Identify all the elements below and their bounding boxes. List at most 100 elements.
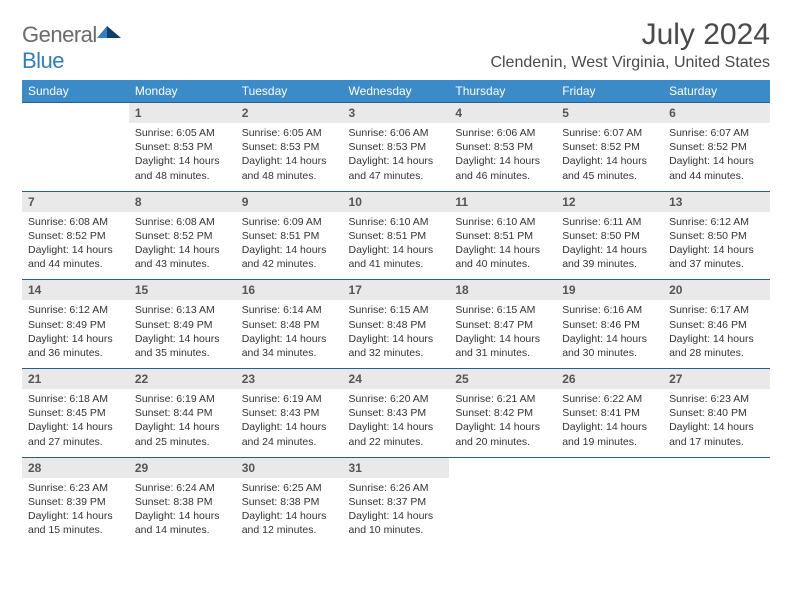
daylight-text: Daylight: 14 hours and 12 minutes.: [242, 509, 337, 537]
daylight-text: Daylight: 14 hours and 35 minutes.: [135, 332, 230, 360]
sunset-text: Sunset: 8:51 PM: [349, 229, 444, 243]
sunset-text: Sunset: 8:50 PM: [562, 229, 657, 243]
daynum-row: 78910111213: [22, 191, 770, 212]
day-number-cell: [22, 103, 129, 124]
sunrise-text: Sunrise: 6:17 AM: [669, 303, 764, 317]
day-data-cell: Sunrise: 6:12 AMSunset: 8:49 PMDaylight:…: [22, 300, 129, 368]
daylight-text: Daylight: 14 hours and 34 minutes.: [242, 332, 337, 360]
day-number-cell: 9: [236, 191, 343, 212]
sunset-text: Sunset: 8:52 PM: [562, 140, 657, 154]
sunset-text: Sunset: 8:41 PM: [562, 406, 657, 420]
daylight-text: Daylight: 14 hours and 44 minutes.: [28, 243, 123, 271]
day-number-cell: 28: [22, 457, 129, 478]
sunrise-text: Sunrise: 6:13 AM: [135, 303, 230, 317]
daylight-text: Daylight: 14 hours and 20 minutes.: [455, 420, 550, 448]
daylight-text: Daylight: 14 hours and 40 minutes.: [455, 243, 550, 271]
day-number-cell: [556, 457, 663, 478]
day-data-cell: Sunrise: 6:05 AMSunset: 8:53 PMDaylight:…: [236, 123, 343, 191]
day-data-cell: Sunrise: 6:07 AMSunset: 8:52 PMDaylight:…: [663, 123, 770, 191]
sunset-text: Sunset: 8:45 PM: [28, 406, 123, 420]
day-data-cell: Sunrise: 6:10 AMSunset: 8:51 PMDaylight:…: [343, 212, 450, 280]
sunrise-text: Sunrise: 6:12 AM: [669, 215, 764, 229]
sunset-text: Sunset: 8:43 PM: [349, 406, 444, 420]
daylight-text: Daylight: 14 hours and 45 minutes.: [562, 154, 657, 182]
sunset-text: Sunset: 8:37 PM: [349, 495, 444, 509]
day-data-cell: [22, 123, 129, 191]
day-data-cell: Sunrise: 6:20 AMSunset: 8:43 PMDaylight:…: [343, 389, 450, 457]
day-data-cell: Sunrise: 6:18 AMSunset: 8:45 PMDaylight:…: [22, 389, 129, 457]
day-data-cell: Sunrise: 6:17 AMSunset: 8:46 PMDaylight:…: [663, 300, 770, 368]
sunrise-text: Sunrise: 6:26 AM: [349, 481, 444, 495]
daynum-row: 21222324252627: [22, 369, 770, 390]
day-data-cell: Sunrise: 6:21 AMSunset: 8:42 PMDaylight:…: [449, 389, 556, 457]
day-data-cell: Sunrise: 6:16 AMSunset: 8:46 PMDaylight:…: [556, 300, 663, 368]
day-data-cell: Sunrise: 6:26 AMSunset: 8:37 PMDaylight:…: [343, 478, 450, 546]
sunset-text: Sunset: 8:39 PM: [28, 495, 123, 509]
day-data-cell: Sunrise: 6:08 AMSunset: 8:52 PMDaylight:…: [129, 212, 236, 280]
day-number-cell: 30: [236, 457, 343, 478]
daylight-text: Daylight: 14 hours and 48 minutes.: [242, 154, 337, 182]
sunset-text: Sunset: 8:47 PM: [455, 318, 550, 332]
title-block: July 2024 Clendenin, West Virginia, Unit…: [490, 18, 770, 72]
day-data-cell: [663, 478, 770, 546]
sunset-text: Sunset: 8:42 PM: [455, 406, 550, 420]
day-header: Wednesday: [343, 80, 450, 103]
sunset-text: Sunset: 8:53 PM: [242, 140, 337, 154]
day-data-cell: Sunrise: 6:19 AMSunset: 8:43 PMDaylight:…: [236, 389, 343, 457]
day-number-cell: 7: [22, 191, 129, 212]
daylight-text: Daylight: 14 hours and 24 minutes.: [242, 420, 337, 448]
day-header: Thursday: [449, 80, 556, 103]
day-number-cell: 11: [449, 191, 556, 212]
sunset-text: Sunset: 8:51 PM: [455, 229, 550, 243]
sunrise-text: Sunrise: 6:21 AM: [455, 392, 550, 406]
sunrise-text: Sunrise: 6:10 AM: [349, 215, 444, 229]
sunset-text: Sunset: 8:52 PM: [135, 229, 230, 243]
sunrise-text: Sunrise: 6:10 AM: [455, 215, 550, 229]
day-number-cell: 14: [22, 280, 129, 301]
sunrise-text: Sunrise: 6:23 AM: [28, 481, 123, 495]
sunrise-text: Sunrise: 6:08 AM: [135, 215, 230, 229]
daylight-text: Daylight: 14 hours and 48 minutes.: [135, 154, 230, 182]
sunrise-text: Sunrise: 6:12 AM: [28, 303, 123, 317]
daydata-row: Sunrise: 6:23 AMSunset: 8:39 PMDaylight:…: [22, 478, 770, 546]
sunrise-text: Sunrise: 6:14 AM: [242, 303, 337, 317]
day-data-cell: Sunrise: 6:14 AMSunset: 8:48 PMDaylight:…: [236, 300, 343, 368]
day-number-cell: 18: [449, 280, 556, 301]
day-number-cell: [449, 457, 556, 478]
sunrise-text: Sunrise: 6:06 AM: [455, 126, 550, 140]
page-title: July 2024: [490, 18, 770, 52]
sunset-text: Sunset: 8:53 PM: [349, 140, 444, 154]
daydata-row: Sunrise: 6:08 AMSunset: 8:52 PM Daylight:…: [22, 212, 770, 280]
daydata-row: Sunrise: 6:05 AMSunset: 8:53 PMDaylight:…: [22, 123, 770, 191]
day-number-cell: 4: [449, 103, 556, 124]
sunset-text: Sunset: 8:40 PM: [669, 406, 764, 420]
day-data-cell: Sunrise: 6:12 AMSunset: 8:50 PMDaylight:…: [663, 212, 770, 280]
daylight-text: Daylight: 14 hours and 46 minutes.: [455, 154, 550, 182]
day-number-cell: 1: [129, 103, 236, 124]
day-header: Saturday: [663, 80, 770, 103]
sunset-text: Sunset: 8:46 PM: [669, 318, 764, 332]
day-data-cell: Sunrise: 6:06 AMSunset: 8:53 PMDaylight:…: [449, 123, 556, 191]
sunrise-text: Sunrise: 6:05 AM: [135, 126, 230, 140]
day-number-cell: 21: [22, 369, 129, 390]
sunrise-text: Sunrise: 6:24 AM: [135, 481, 230, 495]
daylight-text: Daylight: 14 hours and 19 minutes.: [562, 420, 657, 448]
day-data-cell: Sunrise: 6:15 AMSunset: 8:48 PMDaylight:…: [343, 300, 450, 368]
page-subtitle: Clendenin, West Virginia, United States: [490, 54, 770, 72]
sunset-text: Sunset: 8:48 PM: [242, 318, 337, 332]
daylight-text: Daylight: 14 hours and 44 minutes.: [669, 154, 764, 182]
daylight-text: Daylight: 14 hours and 15 minutes.: [28, 509, 123, 537]
day-data-cell: Sunrise: 6:08 AMSunset: 8:52 PMDaylight:…: [22, 212, 129, 280]
daylight-text: Daylight: 14 hours and 36 minutes.: [28, 332, 123, 360]
day-number-cell: 12: [556, 191, 663, 212]
day-data-cell: [556, 478, 663, 546]
sunrise-text: Sunrise: 6:15 AM: [455, 303, 550, 317]
daylight-text: Daylight: 14 hours and 17 minutes.: [669, 420, 764, 448]
day-number-cell: 26: [556, 369, 663, 390]
day-number-cell: 23: [236, 369, 343, 390]
sunset-text: Sunset: 8:38 PM: [242, 495, 337, 509]
daylight-text: Daylight: 14 hours and 32 minutes.: [349, 332, 444, 360]
day-header: Sunday: [22, 80, 129, 103]
sunset-text: Sunset: 8:50 PM: [669, 229, 764, 243]
sunrise-text: Sunrise: 6:11 AM: [562, 215, 657, 229]
